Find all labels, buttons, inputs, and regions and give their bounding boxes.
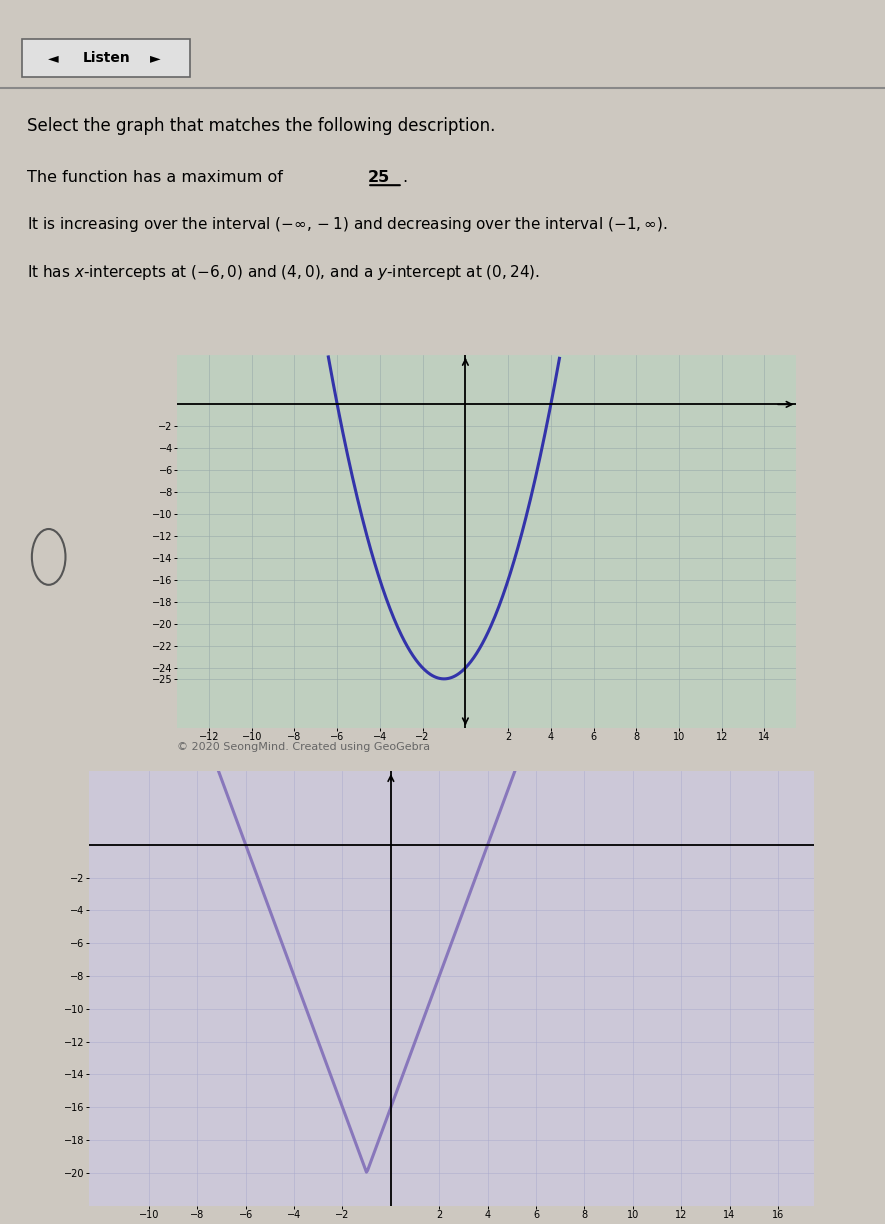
Text: Select the graph that matches the following description.: Select the graph that matches the follow… — [27, 118, 495, 136]
Text: ◄: ◄ — [48, 51, 58, 65]
Text: Listen: Listen — [82, 51, 130, 65]
Text: 25: 25 — [367, 170, 389, 185]
Text: .: . — [403, 170, 408, 185]
Text: It is increasing over the interval $(-\infty, -1)$ and decreasing over the inter: It is increasing over the interval $(-\i… — [27, 215, 667, 235]
Text: © 2020 SeongMind. Created using GeoGebra: © 2020 SeongMind. Created using GeoGebra — [177, 742, 430, 753]
Text: It has $x$-intercepts at $(-6, 0)$ and $(4, 0)$, and a $y$-intercept at $(0, 24): It has $x$-intercepts at $(-6, 0)$ and $… — [27, 263, 540, 283]
FancyBboxPatch shape — [22, 39, 190, 77]
Text: ►: ► — [150, 51, 160, 65]
Text: The function has a maximum of: The function has a maximum of — [27, 170, 288, 185]
